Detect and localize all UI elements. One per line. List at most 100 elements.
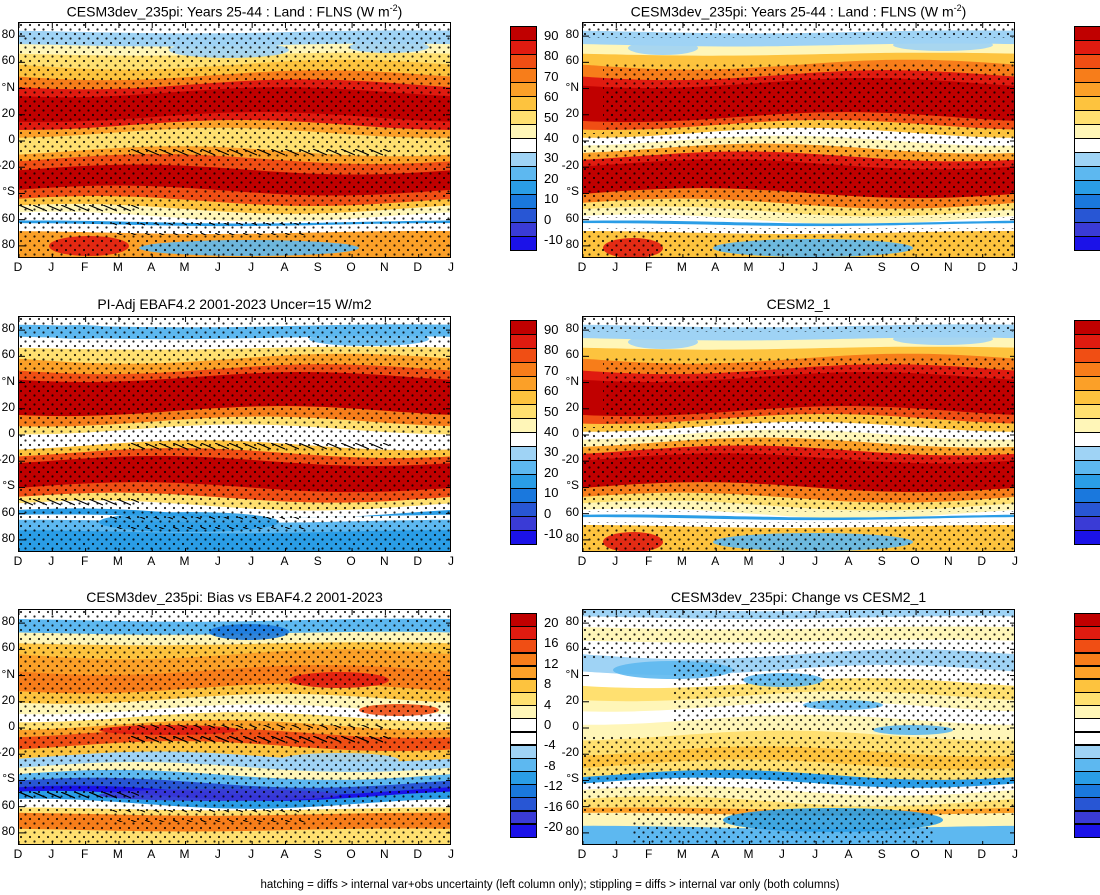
colorbar-cell: [1074, 418, 1100, 433]
y-tick-label: 80: [565, 530, 579, 545]
colorbar-cell: [510, 432, 537, 447]
colorbar-label: 50: [544, 403, 559, 419]
colorbar-cell: [510, 810, 537, 825]
stippling: [583, 133, 1014, 173]
colorbar-cell: [510, 362, 537, 377]
y-tick-label: °N: [565, 79, 579, 94]
x-tick-label: O: [910, 847, 920, 861]
colorbar-cell: [1074, 68, 1100, 83]
x-tick-label: J: [448, 847, 454, 861]
x-tick-label: J: [48, 554, 55, 568]
y-tick-label: 0: [572, 719, 579, 733]
colorbar-label: 20: [544, 615, 559, 630]
colorbar-cell: [510, 692, 537, 706]
panel-title-sup: -2: [389, 3, 398, 13]
y-tick-label: 0: [8, 426, 15, 440]
heatmap-svg: [583, 610, 1014, 844]
colorbar-cell: [510, 110, 537, 125]
colorbar-cell: [510, 665, 537, 680]
x-tick-label: S: [877, 260, 886, 274]
contour-blob: [628, 41, 698, 55]
colorbar-cell: [1074, 652, 1100, 667]
hatching: [129, 143, 389, 163]
colorbar-cell: [510, 404, 537, 419]
colorbar-cell: [510, 26, 537, 41]
x-tick-label: D: [977, 554, 987, 568]
colorbar-label: 20: [544, 170, 559, 186]
colorbar-label: 70: [544, 68, 559, 84]
colorbar-cell: [1074, 488, 1100, 503]
colorbar-cell: [510, 152, 537, 167]
x-tick-label: J: [612, 847, 619, 861]
y-tick-label: °N: [1, 79, 15, 94]
y-tick-label: °S: [2, 771, 15, 786]
colorbar-cell: [1074, 404, 1100, 419]
colorbar-label: -12: [544, 778, 563, 794]
colorbar-label: -16: [544, 798, 563, 814]
x-tick-label: A: [711, 554, 720, 568]
stippling: [583, 522, 1014, 551]
stippling: [583, 735, 1014, 815]
colorbar-cell: [1074, 665, 1100, 680]
colorbar-cell: [1074, 362, 1100, 377]
heatmap-svg: [583, 23, 1014, 257]
x-tick-label: N: [380, 847, 389, 861]
x-tick-label: J: [1012, 260, 1018, 274]
x-tick-label: D: [13, 554, 23, 568]
y-tick-label: 80: [1, 823, 15, 838]
colorbar: [1074, 26, 1100, 251]
colorbar-cell: [510, 236, 537, 251]
x-tick-label: J: [448, 260, 454, 274]
y-tick-label: 80: [565, 236, 579, 251]
panel-title-close: ): [961, 3, 967, 20]
x-tick-label: J: [48, 847, 55, 861]
colorbar-cell: [510, 516, 537, 531]
x-tick-label: D: [577, 260, 587, 274]
colorbar-cell: [510, 320, 537, 335]
x-tick-label: O: [346, 554, 356, 568]
x-tick-label: M: [676, 847, 687, 861]
colorbar-label: -4: [544, 737, 556, 753]
heatmap-plot: [18, 22, 451, 258]
x-tick-label: A: [147, 847, 156, 861]
colorbar-cell: [510, 334, 537, 349]
colorbar-label: 50: [544, 109, 559, 125]
y-tick-label: 60: [1, 504, 15, 519]
colorbar-cell: [510, 530, 537, 545]
hatching: [19, 198, 139, 218]
stippling: [603, 357, 1014, 427]
colorbar-cell: [1074, 376, 1100, 391]
hatching: [109, 223, 309, 235]
x-tick-label: A: [844, 847, 853, 861]
y-tick-label: 80: [1, 27, 15, 42]
colorbar-cell: [1074, 460, 1100, 475]
colorbar-cell: [510, 68, 537, 83]
colorbar-cell: [510, 446, 537, 461]
colorbar-cell: [1074, 180, 1100, 195]
hatching: [129, 725, 389, 745]
colorbar-cell: [1074, 744, 1100, 759]
colorbar-label: 60: [544, 383, 559, 399]
hatching: [109, 810, 309, 822]
y-tick-label: 60: [1, 640, 15, 655]
panel-title: CESM3dev_235pi: Years 25-44 : Land : FLN…: [0, 3, 491, 20]
colorbar-cell: [510, 124, 537, 139]
colorbar-cell: [1074, 502, 1100, 517]
hatching: [19, 492, 139, 512]
x-tick-label: J: [248, 847, 255, 861]
y-tick-label: 80: [565, 27, 579, 42]
colorbar-cell: [510, 718, 537, 733]
colorbar-cell: [510, 138, 537, 153]
colorbar-label: 90: [544, 28, 559, 43]
colorbar-cell: [510, 82, 537, 97]
y-tick-label: 60: [565, 504, 579, 519]
panel-title: CESM3dev_235pi: Years 25-44 : Land : FLN…: [542, 3, 1055, 20]
panel-title-main: CESM3dev_235pi: Years 25-44 : Land : FLN…: [66, 3, 390, 20]
y-tick-label: 60: [1, 797, 15, 812]
y-tick-label: -20: [561, 452, 579, 467]
x-tick-label: M: [112, 260, 123, 274]
heatmap-plot: [18, 609, 451, 845]
y-tick-label: -20: [0, 452, 15, 467]
y-tick-label: -20: [561, 158, 579, 173]
y-tick-label: 0: [8, 132, 15, 146]
